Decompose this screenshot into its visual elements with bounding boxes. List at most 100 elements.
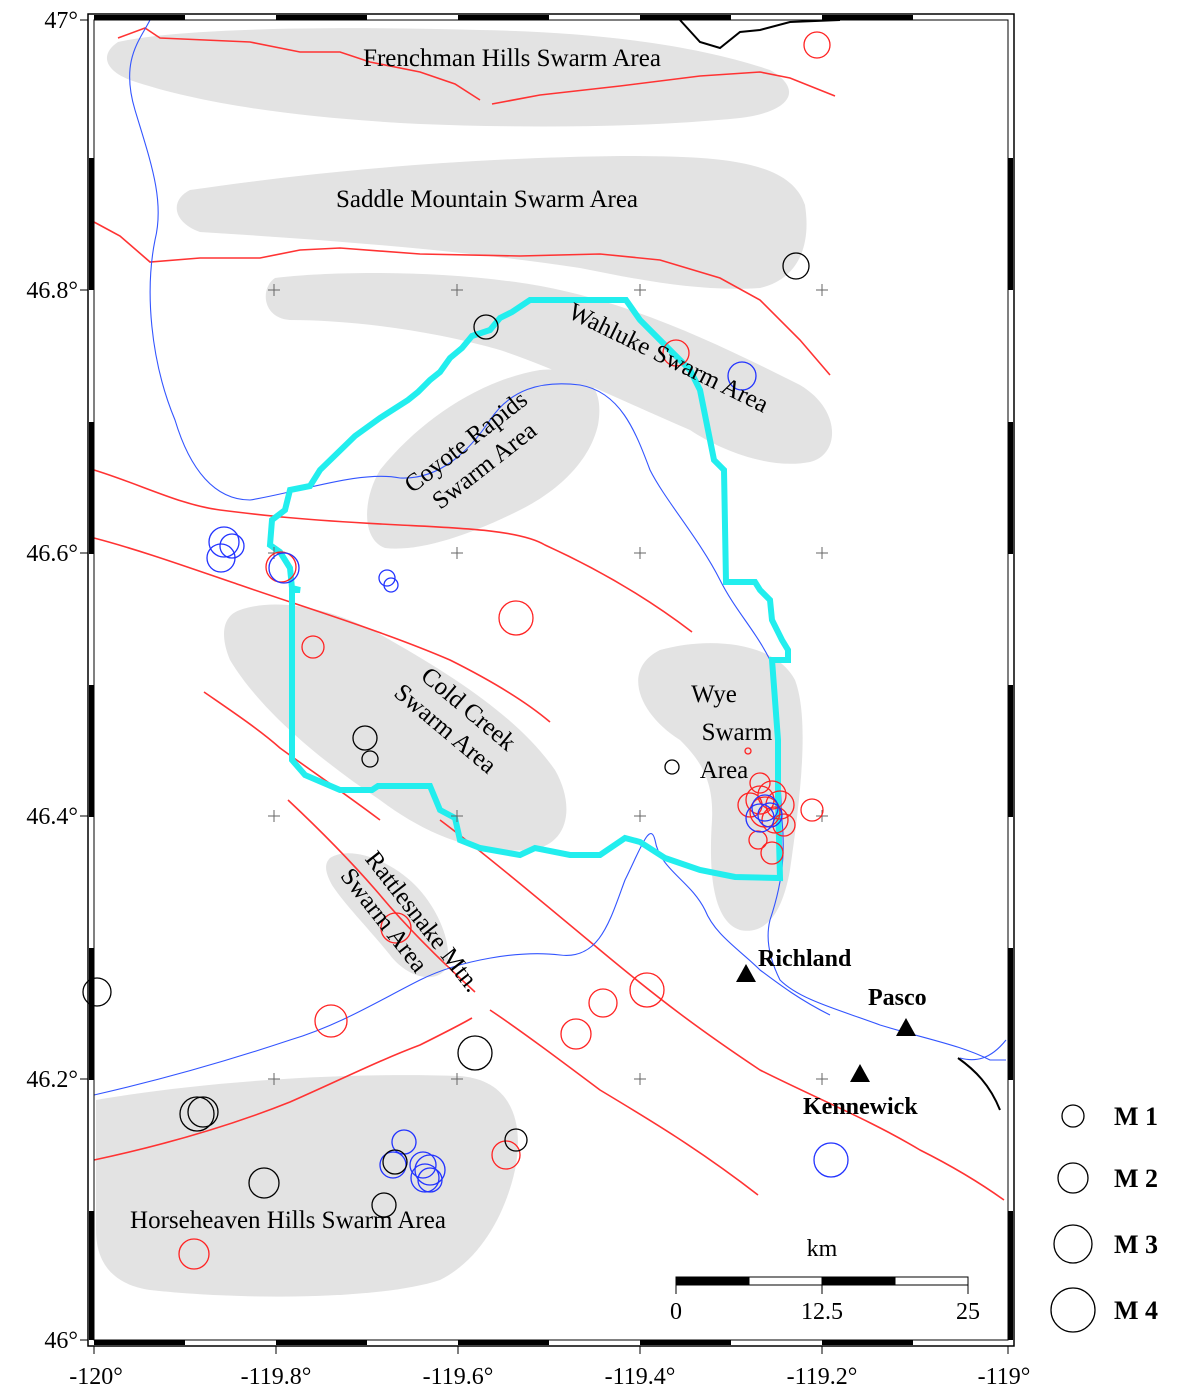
scale-bar: km 0 12.5 25 — [670, 1236, 980, 1325]
earthquake-marker — [504, 1128, 528, 1152]
earthquake-marker — [179, 1096, 215, 1132]
coastline-lines — [679, 19, 1001, 1111]
fault-line — [117, 27, 481, 101]
earthquake-marker — [629, 972, 665, 1008]
fault-line — [93, 469, 693, 633]
wye-label-line1: Wye — [691, 681, 737, 708]
frame-bar — [640, 15, 731, 20]
legend-label-m1: M 1 — [1114, 1102, 1158, 1131]
fault-lines — [93, 27, 1005, 1201]
lat-label: 46.6° — [26, 541, 78, 567]
earthquake-marker — [82, 977, 112, 1007]
graticule-cross — [634, 1073, 646, 1085]
frame-inner — [93, 19, 1009, 1341]
graticule-cross — [451, 810, 463, 822]
earthquake-marker — [761, 806, 789, 834]
lat-label: 46.2° — [26, 1067, 78, 1093]
earthquake-marker — [560, 1018, 592, 1050]
frame-bar — [89, 948, 94, 1080]
earthquakes-blue — [206, 361, 849, 1193]
fault-line — [93, 537, 551, 723]
earthquake-marker — [737, 792, 763, 818]
frame-bar — [89, 422, 94, 554]
graticule-cross — [268, 810, 280, 822]
lon-label: -119.2° — [787, 1364, 858, 1390]
richland-label: Richland — [758, 946, 852, 972]
fault-line — [491, 71, 836, 105]
lon-label: -119.8° — [241, 1364, 312, 1390]
earthquake-marker — [772, 813, 796, 837]
scale-tick-label: 0 — [670, 1299, 682, 1325]
earthquake-marker — [800, 798, 824, 822]
lat-label: 46.4° — [26, 804, 78, 830]
earthquake-marker — [727, 361, 757, 391]
graticule-cross — [816, 1073, 828, 1085]
map-frame — [87, 13, 1015, 1347]
richland-marker — [736, 964, 756, 982]
scale-unit: km — [807, 1236, 838, 1262]
frame-bar — [1008, 1211, 1013, 1340]
earthquake-marker — [268, 552, 300, 584]
wye-label-line3: Area — [700, 757, 749, 784]
earthquake-marker — [782, 252, 810, 280]
earthquake-marker — [498, 600, 534, 636]
lat-label: 46° — [44, 1328, 78, 1354]
earthquake-marker — [361, 750, 379, 768]
frame-bar — [458, 15, 549, 20]
legend-circle-m2 — [1057, 1162, 1089, 1194]
swarm-areas — [96, 28, 833, 1297]
scale-tick-label: 25 — [956, 1299, 980, 1325]
yakima-river — [93, 833, 831, 1096]
pasco-marker — [896, 1018, 916, 1036]
legend-label-m3: M 3 — [1114, 1230, 1158, 1259]
frame-bar — [822, 1340, 913, 1345]
cities: Richland Pasco Kennewick — [736, 946, 927, 1120]
graticule-cross — [816, 547, 828, 559]
earthquake-marker — [749, 772, 771, 794]
frame-bar — [1008, 948, 1013, 1080]
frame-bar — [89, 158, 94, 290]
fault-line — [93, 1017, 473, 1161]
pasco-label: Pasco — [868, 985, 927, 1011]
legend-circle-m1 — [1061, 1104, 1085, 1128]
fault-line — [439, 819, 1005, 1201]
frame-bar — [1008, 158, 1013, 290]
earthquake-marker — [662, 339, 690, 367]
scale-tick-label: 12.5 — [801, 1299, 843, 1325]
scale-segment — [675, 1276, 750, 1286]
earthquake-marker — [751, 794, 779, 822]
legend-circle-m4 — [1050, 1287, 1096, 1333]
earthquake-marker — [352, 725, 378, 751]
earthquake-marker — [410, 1163, 440, 1193]
legend-circle-m3 — [1053, 1224, 1093, 1264]
frame-bar — [276, 1340, 367, 1345]
frenchman-hills-swarm-area — [106, 28, 790, 127]
earthquake-marker — [409, 1151, 437, 1179]
coyote-rapids-swarm-area — [367, 369, 600, 549]
earthquake-marker — [757, 780, 787, 810]
horseheaven-hills-label: Horseheaven Hills Swarm Area — [130, 1207, 446, 1234]
saddle-mountain-swarm-area — [176, 156, 807, 289]
earthquakes-black — [82, 252, 810, 1218]
graticule-cross — [816, 810, 828, 822]
longitude-labels: -120° -119.8° -119.6° -119.4° -119.2° -1… — [69, 1364, 1030, 1390]
fault-line — [287, 799, 476, 993]
earthquake-marker — [813, 1142, 849, 1178]
columbia-river — [129, 19, 1006, 1061]
earthquake-marker — [760, 841, 784, 865]
lon-label: -119.4° — [605, 1364, 676, 1390]
frame-bar — [94, 15, 185, 20]
graticule-cross — [634, 284, 646, 296]
graticule-cross — [634, 547, 646, 559]
frame-bar — [1008, 685, 1013, 817]
graticule-cross — [268, 1073, 280, 1085]
wye-label-line2: Swarm — [702, 719, 773, 746]
hanford-site-boundary — [266, 297, 791, 882]
earthquake-marker — [206, 543, 236, 573]
latitude-labels: 47° 46.8° 46.6° 46.4° 46.2° 46° — [26, 8, 78, 1354]
earthquake-marker — [219, 533, 245, 559]
earthquake-marker — [178, 1238, 210, 1270]
frame-bar — [458, 1340, 549, 1345]
earthquake-marker — [748, 830, 768, 850]
